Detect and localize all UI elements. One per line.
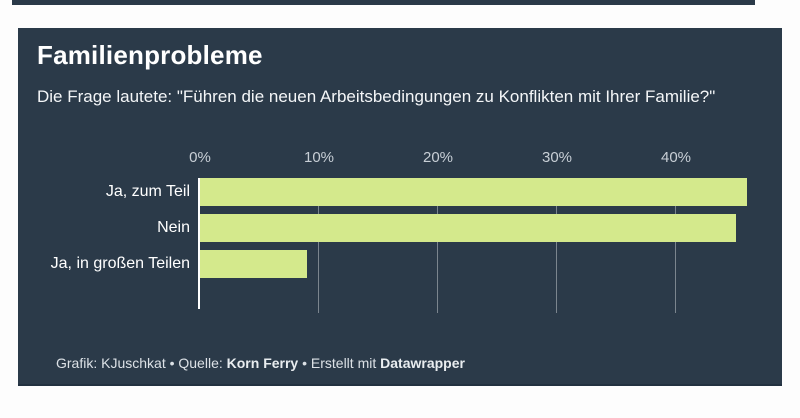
x-axis-tick-label: 30% bbox=[541, 149, 573, 166]
chart-card: Familienprobleme Die Frage lautete: "Füh… bbox=[18, 28, 782, 386]
bar-row: Ja, in großen Teilen bbox=[18, 250, 782, 278]
category-label: Ja, zum Teil bbox=[105, 183, 190, 200]
chart-title: Familienprobleme bbox=[37, 40, 263, 70]
chart-subtitle: Die Frage lautete: "Führen die neuen Arb… bbox=[37, 87, 716, 106]
x-axis-tick-label: 40% bbox=[660, 149, 692, 166]
category-label: Nein bbox=[157, 219, 190, 236]
chart-footer: Grafik: KJuschkat • Quelle: Korn Ferry •… bbox=[56, 355, 465, 371]
bar-rows: Ja, zum Teil Nein Ja, in großen Teilen bbox=[18, 178, 782, 278]
x-gridline bbox=[675, 178, 676, 313]
plot-area: Ja, zum Teil Nein Ja, in großen Teilen bbox=[18, 178, 782, 314]
x-axis-tick-label: 20% bbox=[422, 149, 454, 166]
window-edge-strip bbox=[12, 0, 755, 5]
footer-source: Korn Ferry bbox=[226, 355, 299, 371]
category-label: Ja, in großen Teilen bbox=[50, 255, 190, 272]
x-gridline bbox=[437, 178, 438, 313]
bar bbox=[200, 214, 736, 242]
footer-made-with: • Erstellt mit bbox=[298, 355, 381, 371]
bar-row: Ja, zum Teil bbox=[18, 178, 782, 206]
footer-tool: Datawrapper bbox=[380, 355, 465, 371]
x-axis-tick-label: 10% bbox=[303, 149, 335, 166]
bar bbox=[200, 250, 308, 278]
bar-row: Nein bbox=[18, 214, 782, 242]
x-gridline bbox=[556, 178, 557, 313]
x-gridline bbox=[318, 178, 319, 313]
bar bbox=[200, 178, 748, 206]
zero-axis-line bbox=[198, 178, 200, 309]
footer-credit: Grafik: KJuschkat • Quelle: bbox=[56, 355, 227, 371]
x-axis: 0% 10% 20% 30% 40% bbox=[18, 149, 782, 171]
x-axis-tick-label: 0% bbox=[189, 149, 211, 166]
